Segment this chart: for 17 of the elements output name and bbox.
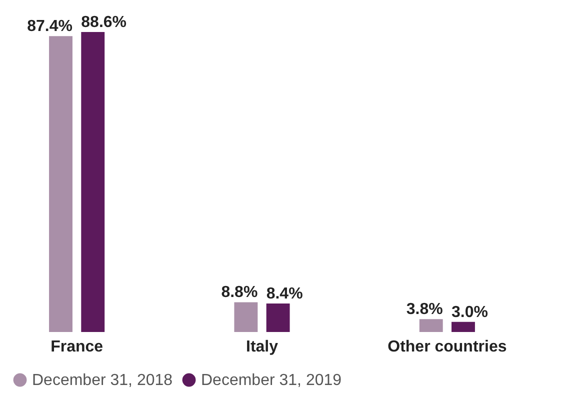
data-label: 3.0% xyxy=(452,304,488,321)
legend-label: December 31, 2018 xyxy=(32,372,173,389)
bar xyxy=(452,322,475,332)
x-tick-label: Italy xyxy=(246,338,278,356)
bar xyxy=(81,32,105,332)
data-label: 88.6% xyxy=(81,14,127,31)
bar xyxy=(266,304,290,332)
data-label: 8.8% xyxy=(221,284,258,302)
legend-label: December 31, 2019 xyxy=(201,372,342,389)
bar xyxy=(234,302,258,332)
x-tick-label: Other countries xyxy=(388,338,507,356)
data-label: 87.4% xyxy=(27,18,72,36)
bar xyxy=(419,319,443,332)
bar xyxy=(49,36,72,332)
x-tick-label: France xyxy=(50,338,104,356)
data-label: 8.4% xyxy=(266,286,303,303)
data-label: 3.8% xyxy=(406,301,443,318)
